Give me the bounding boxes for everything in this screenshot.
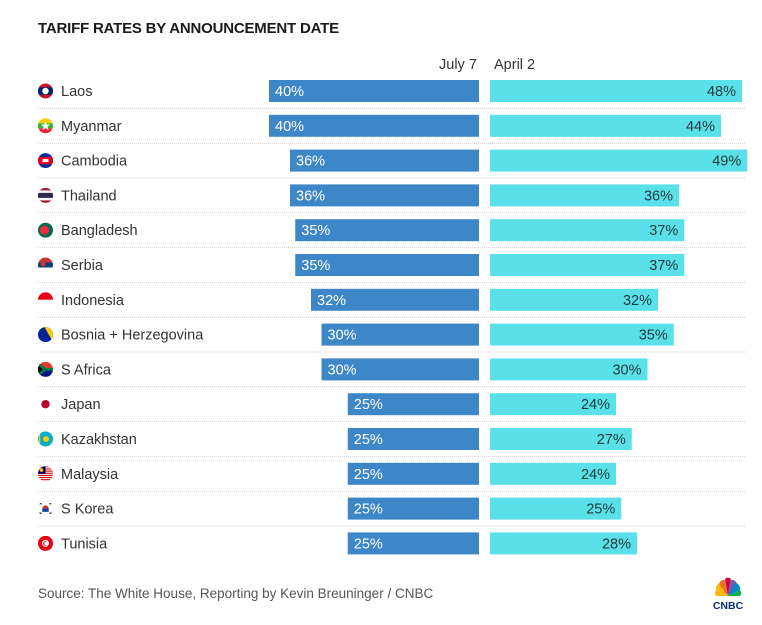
country-label: Cambodia bbox=[61, 154, 128, 170]
data-label-april-2: 24% bbox=[581, 467, 610, 483]
data-label-july-7: 32% bbox=[317, 293, 346, 309]
bar-april-2 bbox=[490, 80, 742, 102]
data-label-july-7: 25% bbox=[354, 467, 383, 483]
country-label: Bosnia + Herzegovina bbox=[61, 328, 204, 344]
data-label-july-7: 25% bbox=[354, 502, 383, 518]
data-label-july-7: 36% bbox=[296, 154, 325, 170]
bar-april-2 bbox=[490, 219, 685, 242]
data-label-april-2: 35% bbox=[639, 328, 668, 344]
bar-july-7 bbox=[347, 497, 479, 520]
bar-april-2 bbox=[490, 462, 616, 485]
country-label: Tunisia bbox=[61, 536, 108, 552]
peacock-icon bbox=[715, 577, 741, 596]
bar-july-7 bbox=[321, 358, 479, 381]
bar-april-2 bbox=[490, 254, 685, 276]
data-label-july-7: 35% bbox=[301, 258, 330, 274]
data-label-april-2: 48% bbox=[707, 84, 736, 100]
data-label-july-7: 30% bbox=[328, 328, 357, 344]
serbia-flag-icon bbox=[38, 257, 53, 273]
bar-july-7 bbox=[321, 323, 479, 346]
bar-july-7 bbox=[347, 428, 479, 450]
country-label: Myanmar bbox=[61, 119, 122, 135]
country-label: Laos bbox=[61, 84, 92, 100]
bar-july-7 bbox=[347, 393, 479, 416]
data-label-april-2: 25% bbox=[586, 502, 615, 518]
country-label: Malaysia bbox=[61, 467, 119, 483]
data-label-july-7: 25% bbox=[354, 397, 383, 413]
bar-april-2 bbox=[490, 393, 616, 416]
bar-april-2 bbox=[490, 184, 679, 207]
bar-april-2 bbox=[490, 149, 748, 172]
country-label: Serbia bbox=[61, 258, 104, 274]
data-label-july-7: 40% bbox=[275, 119, 304, 135]
data-label-july-7: 40% bbox=[275, 84, 304, 100]
bar-july-7 bbox=[295, 254, 479, 276]
kazakhstan-flag-icon bbox=[38, 431, 53, 447]
bosnia-flag-icon bbox=[38, 327, 53, 343]
laos-flag-icon bbox=[38, 83, 53, 99]
country-label: Thailand bbox=[61, 188, 117, 204]
data-label-april-2: 49% bbox=[712, 154, 741, 170]
bangladesh-flag-icon bbox=[38, 222, 53, 238]
chart-title: TARIFF RATES BY ANNOUNCEMENT DATE bbox=[38, 20, 339, 37]
data-label-april-2: 30% bbox=[612, 362, 641, 378]
cambodia-flag-icon bbox=[38, 153, 53, 169]
country-label: Japan bbox=[61, 397, 101, 413]
country-label: S Korea bbox=[61, 502, 114, 518]
data-label-july-7: 25% bbox=[354, 432, 383, 448]
data-label-april-2: 37% bbox=[649, 223, 678, 239]
data-label-july-7: 25% bbox=[354, 536, 383, 552]
bar-july-7 bbox=[295, 219, 479, 242]
bar-april-2 bbox=[490, 532, 637, 555]
data-label-april-2: 37% bbox=[649, 258, 678, 274]
bar-july-7 bbox=[269, 80, 479, 102]
series-header-july-7: July 7 bbox=[439, 57, 477, 73]
bar-july-7 bbox=[347, 462, 479, 485]
data-label-april-2: 36% bbox=[644, 188, 673, 204]
bar-july-7 bbox=[311, 288, 479, 311]
data-label-july-7: 36% bbox=[296, 188, 325, 204]
data-label-july-7: 30% bbox=[328, 362, 357, 378]
data-label-april-2: 28% bbox=[602, 536, 631, 552]
data-label-april-2: 44% bbox=[686, 119, 715, 135]
bar-april-2 bbox=[490, 358, 648, 381]
cnbc-logo: CNBC bbox=[713, 577, 744, 612]
bar-july-7 bbox=[347, 532, 479, 555]
source-note: Source: The White House, Reporting by Ke… bbox=[38, 586, 434, 601]
country-label: Kazakhstan bbox=[61, 432, 137, 448]
south-africa-flag-icon bbox=[38, 361, 53, 377]
country-label: Indonesia bbox=[61, 293, 125, 309]
bar-april-2 bbox=[490, 288, 658, 311]
data-label-april-2: 27% bbox=[597, 432, 626, 448]
bar-july-7 bbox=[290, 149, 479, 172]
data-label-april-2: 24% bbox=[581, 397, 610, 413]
data-label-april-2: 32% bbox=[623, 293, 652, 309]
cnbc-logo-text: CNBC bbox=[713, 600, 744, 612]
bar-april-2 bbox=[490, 323, 674, 346]
malaysia-flag-icon bbox=[38, 466, 53, 481]
indonesia-flag-icon bbox=[38, 292, 53, 308]
bar-chart: Laos 40% 48% Myanmar 40% 44% Cambodia 36% 49% Tha… bbox=[38, 80, 748, 555]
series-header-april-2: April 2 bbox=[494, 57, 536, 73]
country-label: S Africa bbox=[61, 362, 112, 378]
bar-april-2 bbox=[490, 428, 632, 450]
japan-flag-icon bbox=[38, 396, 53, 412]
south-korea-flag-icon bbox=[38, 501, 53, 517]
country-label: Bangladesh bbox=[61, 223, 138, 239]
tunisia-flag-icon bbox=[38, 535, 53, 551]
myanmar-flag-icon bbox=[38, 118, 53, 134]
data-label-july-7: 35% bbox=[301, 223, 330, 239]
bar-april-2 bbox=[490, 497, 622, 520]
bar-july-7 bbox=[290, 184, 479, 207]
bar-july-7 bbox=[269, 114, 479, 137]
thailand-flag-icon bbox=[38, 187, 53, 203]
bar-april-2 bbox=[490, 114, 721, 137]
